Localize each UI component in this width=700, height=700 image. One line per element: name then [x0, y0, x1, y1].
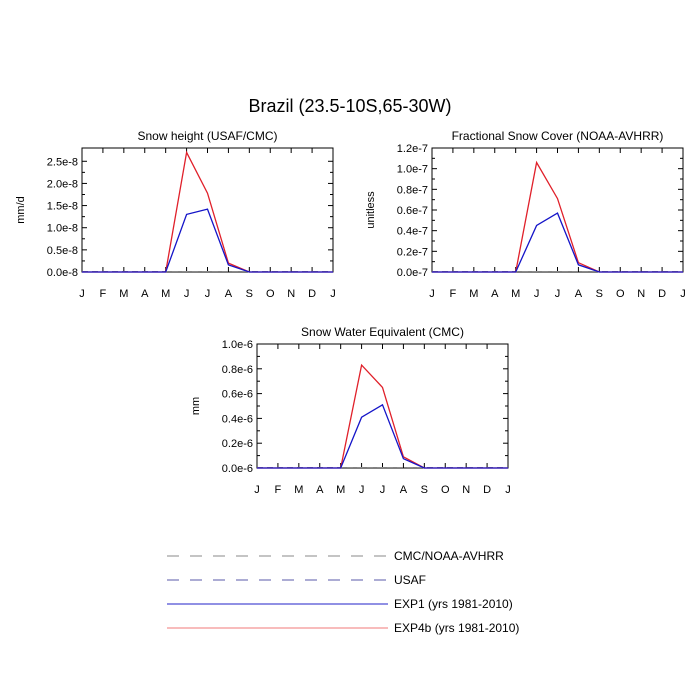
panel-1-title: Snow height (USAF/CMC) [137, 129, 277, 143]
panel-2-ytick-label: 1.2e-7 [397, 143, 428, 155]
panel-1-xtick-label: M [161, 288, 170, 300]
panel-3-xtick-label: M [336, 484, 345, 496]
panel-2-ytick-label: 0.2e-7 [397, 246, 428, 258]
panel-2-xtick-label: M [511, 288, 520, 300]
legend-label-2: USAF [394, 573, 426, 587]
panel-3-xtick-label: J [359, 484, 365, 496]
panel-1-ytick-label: 1.5e-8 [47, 201, 78, 213]
figure-title: Brazil (23.5-10S,65-30W) [248, 96, 452, 116]
panel-1-xtick-label: A [225, 288, 233, 300]
panel-2-frame [431, 147, 684, 273]
panel-1-xtick-label: O [266, 288, 275, 300]
panel-2-ytick-label: 0.0e-7 [397, 267, 428, 279]
panel-3-xtick-label: D [483, 484, 491, 496]
legend-label-4: EXP4b (yrs 1981-2010) [394, 621, 519, 635]
panel-2-xtick-label: J [680, 288, 686, 300]
panel-1-ylabel: mm/d [15, 196, 27, 224]
legend-label-3: EXP1 (yrs 1981-2010) [394, 597, 513, 611]
panel-3-ylabel: mm [190, 397, 202, 415]
panel-2-xtick-label: O [616, 288, 625, 300]
panel-2-xtick-label: J [534, 288, 540, 300]
panel-1-series-exp4b-line [82, 150, 333, 273]
panel-3-ytick-label: 0.6e-6 [222, 389, 253, 401]
panel-2-xtick-label: S [596, 288, 603, 300]
panel-3-xtick-label: A [400, 484, 408, 496]
panel-2-xtick-label: A [491, 288, 499, 300]
panel-3-ytick-label: 1.0e-6 [222, 339, 253, 351]
panel-2-ytick-label: 0.8e-7 [397, 184, 428, 196]
panel-3-xtick-label: F [275, 484, 282, 496]
panel-1-xtick-label: N [287, 288, 295, 300]
panel-1-xtick-label: M [119, 288, 128, 300]
panel-3-xtick-label: O [441, 484, 450, 496]
panel-1-xtick-label: A [141, 288, 149, 300]
panel-1-xtick-label: J [205, 288, 211, 300]
panel-2-xtick-label: F [450, 288, 457, 300]
panel-2-xtick-label: N [637, 288, 645, 300]
panel-2-ytick-label: 0.4e-7 [397, 226, 428, 238]
panel-2-ytick-label: 0.6e-7 [397, 205, 428, 217]
panel-3-xtick-label: J [505, 484, 511, 496]
panel-3-xtick-label: J [380, 484, 386, 496]
panel-3-xtick-label: A [316, 484, 324, 496]
panel-2-ytick-label: 1.0e-7 [397, 164, 428, 176]
panel-3-xtick-label: N [462, 484, 470, 496]
panel-3-series-exp1-line [257, 403, 508, 469]
panel-3-ytick-label: 0.8e-6 [222, 364, 253, 376]
panel-1-ytick-label: 0.5e-8 [47, 245, 78, 257]
panel-2-xtick-label: J [555, 288, 561, 300]
panel-2-title: Fractional Snow Cover (NOAA-AVHRR) [452, 129, 664, 143]
panel-1-xtick-label: J [330, 288, 336, 300]
panel-3-ytick-label: 0.0e-6 [222, 463, 253, 475]
panel-2-xtick-label: M [469, 288, 478, 300]
panel-2-xtick-label: A [575, 288, 583, 300]
panel-1-series-exp1-line [82, 208, 333, 273]
panel-1-ytick-label: 1.0e-8 [47, 223, 78, 235]
panel-3-ytick-label: 0.4e-6 [222, 413, 253, 425]
panel-1-ytick-label: 2.0e-8 [47, 178, 78, 190]
panel-2-series-exp1-line [432, 212, 683, 273]
panel-3-ytick-label: 0.2e-6 [222, 438, 253, 450]
panel-2-xtick-label: D [658, 288, 666, 300]
panel-1-xtick-label: J [184, 288, 190, 300]
panel-3-xtick-label: J [254, 484, 260, 496]
panel-1-xtick-label: J [79, 288, 85, 300]
panel-1-xtick-label: S [246, 288, 253, 300]
panel-1-ytick-label: 0.0e-8 [47, 267, 78, 279]
panel-2-xtick-label: J [429, 288, 435, 300]
panel-3-title: Snow Water Equivalent (CMC) [301, 325, 464, 339]
panel-1-ytick-label: 2.5e-8 [47, 156, 78, 168]
legend-label-1: CMC/NOAA-AVHRR [394, 549, 504, 563]
panel-3-series-exp4b-line [257, 363, 508, 469]
panel-2-series-exp4b-line [432, 160, 683, 273]
panel-3-xtick-label: M [294, 484, 303, 496]
panel-1-xtick-label: D [308, 288, 316, 300]
panel-3-xtick-label: S [421, 484, 428, 496]
panel-1-xtick-label: F [100, 288, 107, 300]
panel-2-ylabel: unitless [365, 191, 377, 229]
